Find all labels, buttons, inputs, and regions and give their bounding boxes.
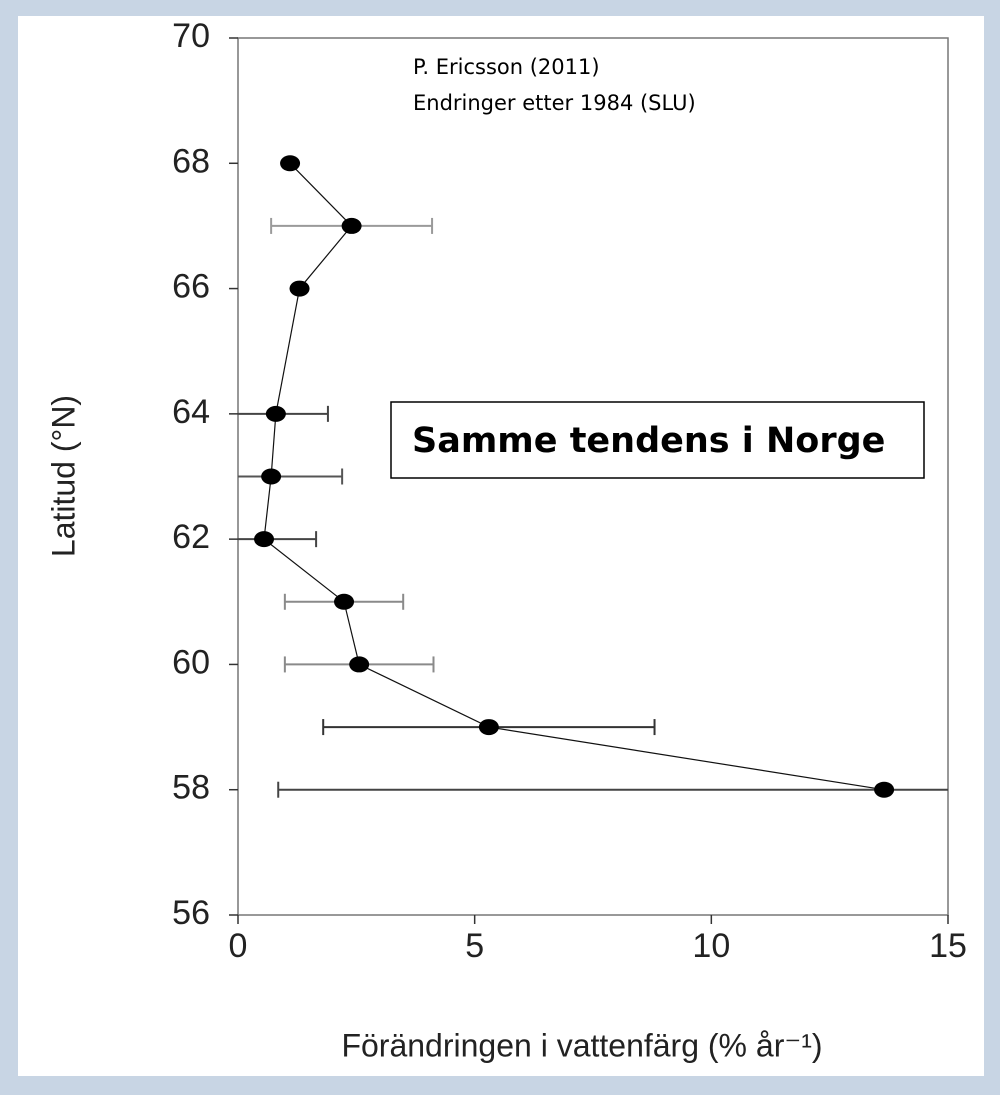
- panel: [18, 16, 984, 1076]
- annotation: P. Ericsson (2011): [413, 55, 600, 79]
- point: [334, 593, 355, 610]
- x-axis-label: Förändringen i vattenfärg (% år⁻¹): [341, 1027, 822, 1063]
- line: [263, 162, 885, 791]
- y-tick-label: 66: [172, 268, 210, 306]
- point: [254, 531, 275, 548]
- box-text: Samme tendens i Norge: [412, 421, 885, 461]
- point: [289, 280, 310, 297]
- point: [261, 468, 282, 485]
- point: [874, 781, 895, 798]
- x-tick-label: 0: [229, 927, 248, 965]
- x-tick-label: 5: [465, 927, 484, 965]
- y-tick-label: 60: [172, 643, 210, 681]
- y-tick-label: 68: [172, 142, 210, 180]
- y-tick-label: 58: [172, 769, 210, 807]
- x-tick-label: 15: [929, 927, 967, 965]
- x-tick-label: 10: [692, 927, 730, 965]
- point: [341, 217, 362, 234]
- y-tick-label: 62: [172, 518, 210, 556]
- point: [478, 719, 499, 736]
- y-axis-label: Latitud (°N): [45, 395, 81, 557]
- point: [265, 405, 286, 422]
- plot-area: [238, 155, 948, 798]
- point: [349, 656, 370, 673]
- y-tick-label: 56: [172, 894, 210, 932]
- y-tick-label: 70: [172, 17, 210, 55]
- annotation: Endringer etter 1984 (SLU): [413, 91, 696, 115]
- text-box: [390, 401, 925, 479]
- y-tick-label: 64: [172, 393, 210, 431]
- point: [280, 155, 301, 172]
